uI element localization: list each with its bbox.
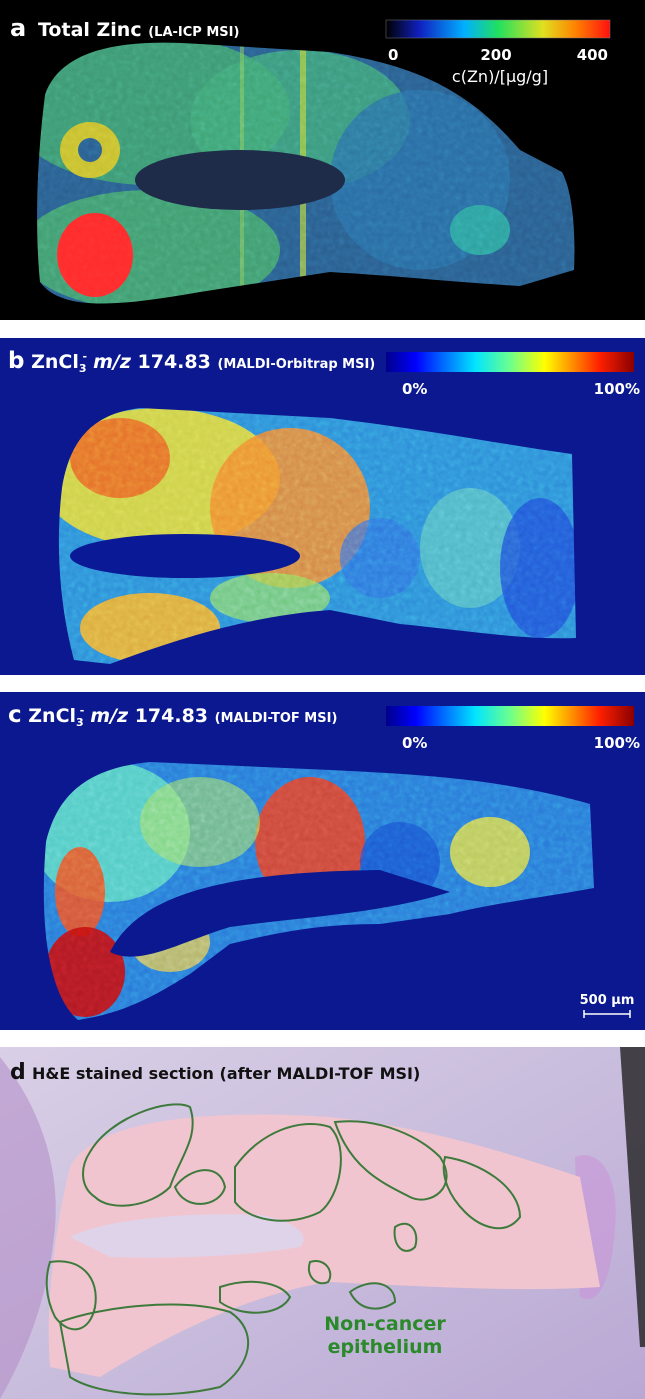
panel-title: H&E stained section (after MALDI-TOF MSI… (32, 1064, 420, 1083)
title-text: ZnCl (28, 705, 76, 727)
method-text: (MALDI-Orbitrap MSI) (217, 357, 375, 372)
scale-bar-label: 500 µm (580, 993, 635, 1008)
mz-value: 174.83 (138, 351, 211, 373)
title-superscript: - (80, 704, 85, 717)
colorbar-tick: 100% (594, 734, 640, 752)
annotation: epithelium (328, 1336, 443, 1358)
title-text: Total Zinc (38, 19, 142, 41)
colorbar (386, 352, 634, 372)
colorbar (386, 20, 610, 38)
panel-label: a (10, 14, 26, 42)
page: {"panels": [ {"label": "a", "title": "To… (0, 0, 645, 1399)
panel-label: c (8, 702, 22, 728)
mz-value: 174.83 (135, 705, 208, 727)
colorbar (386, 706, 634, 726)
lumen (135, 150, 345, 210)
panel-label: b (8, 348, 24, 374)
panel-b: b ZnCl3-m/z 174.83 (MALDI-Orbitrap MSI) … (0, 338, 645, 675)
mz-label: m/z (90, 705, 129, 727)
figure: a Total Zinc (LA-ICP MSI) 0 200 400 c(Zn… (0, 0, 645, 1399)
colorbar-tick: 0% (402, 380, 427, 398)
colorbar-tick: 100% (594, 380, 640, 398)
colorbar-tick: 0 (388, 46, 398, 64)
method-text: (LA-ICP MSI) (148, 25, 239, 40)
panel-a: a Total Zinc (LA-ICP MSI) 0 200 400 c(Zn… (0, 0, 645, 320)
colorbar-tick: 400 (577, 46, 608, 64)
mz-label: m/z (93, 351, 132, 373)
colorbar-tick: 200 (480, 46, 511, 64)
method-text: (MALDI-TOF MSI) (215, 711, 338, 726)
title-superscript: - (83, 350, 88, 363)
colorbar-label: c(Zn)/[µg/g] (452, 67, 548, 86)
title-subscript: 3 (79, 362, 87, 375)
panel-c: c ZnCl3-m/z 174.83 (MALDI-TOF MSI) 0% 10… (0, 692, 645, 1030)
lumen (70, 534, 300, 578)
title-subscript: 3 (76, 716, 84, 729)
annotation: Non-cancer (324, 1313, 446, 1335)
panel-d: d H&E stained section (after MALDI-TOF M… (0, 1047, 645, 1399)
title-text: ZnCl (31, 351, 79, 373)
panel-label: d (10, 1060, 26, 1085)
colorbar-tick: 0% (402, 734, 427, 752)
